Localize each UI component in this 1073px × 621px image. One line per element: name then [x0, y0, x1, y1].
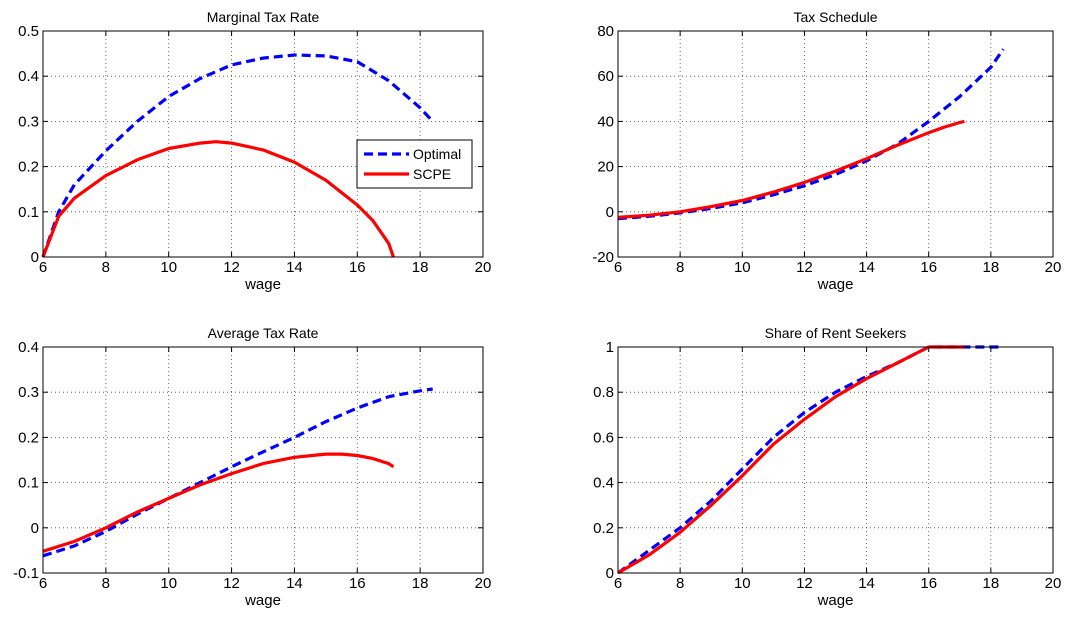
x-tick-label: 12 [796, 259, 813, 276]
x-tick-label: 8 [102, 259, 110, 276]
x-tick-label: 14 [286, 575, 303, 592]
x-tick-label: 6 [39, 575, 47, 592]
x-tick-label: 18 [412, 259, 429, 276]
x-tick-label: 8 [102, 575, 110, 592]
y-tick-label: 0.2 [593, 520, 614, 537]
x-tick-label: 18 [983, 575, 1000, 592]
x-tick-label: 10 [734, 575, 751, 592]
x-tick-label: 16 [349, 259, 366, 276]
x-tick-label: 14 [286, 259, 303, 276]
x-axis-label: wage [244, 276, 281, 293]
y-tick-label: 0.3 [18, 384, 39, 401]
y-tick-label: 0.4 [593, 475, 614, 492]
x-tick-label: 20 [475, 259, 492, 276]
y-tick-label: 0.6 [593, 429, 614, 446]
legend: Optimal SCPE [356, 139, 473, 189]
x-tick-label: 20 [1045, 259, 1062, 276]
chart-title: Marginal Tax Rate [207, 9, 320, 25]
series-line-scpe [617, 345, 965, 575]
y-tick-label: 80 [597, 23, 614, 40]
x-tick-label: 6 [614, 575, 622, 592]
series-line-scpe [41, 140, 395, 258]
y-tick-label: 0 [31, 249, 39, 266]
y-tick-label: 60 [597, 68, 614, 85]
axes-box [42, 346, 484, 574]
y-tick-label: 1 [606, 339, 614, 356]
y-tick-label: 0 [606, 565, 614, 582]
legend-box [356, 139, 473, 189]
x-tick-label: 10 [160, 575, 177, 592]
y-tick-label: 0.2 [18, 159, 39, 176]
x-tick-label: 16 [920, 259, 937, 276]
series-line-optimal [617, 345, 1004, 575]
y-tick-label: 0.4 [18, 339, 39, 356]
series-line-scpe [617, 119, 965, 219]
chart-panel-2: 6 8 10 12 14 16 18 20 -20 0 20 40 60 80 Tax Schedule wa… [592, 9, 1061, 293]
y-tick-label: -20 [592, 249, 614, 266]
x-axis-label: wage [817, 276, 854, 293]
axes-box [42, 30, 484, 258]
x-tick-label: 6 [39, 259, 47, 276]
y-tick-label: 0.4 [18, 68, 39, 85]
legend-label-scpe: SCPE [413, 166, 451, 182]
y-tick-label: 0.1 [18, 475, 39, 492]
y-tick-label: -0.1 [13, 565, 39, 582]
x-axis-label: wage [817, 592, 854, 609]
x-tick-label: 16 [920, 575, 937, 592]
x-tick-label: 14 [858, 575, 875, 592]
x-tick-label: 10 [734, 259, 751, 276]
y-tick-label: 0 [606, 204, 614, 221]
series-line-optimal [617, 48, 1005, 221]
x-tick-label: 20 [1045, 575, 1062, 592]
x-tick-label: 12 [223, 259, 240, 276]
y-tick-label: 0.1 [18, 204, 39, 221]
series-line-scpe [42, 452, 395, 553]
x-tick-label: 12 [796, 575, 813, 592]
y-tick-label: 40 [597, 113, 614, 130]
y-tick-label: 0.2 [18, 429, 39, 446]
axes-box [617, 30, 1054, 258]
x-tick-label: 12 [223, 575, 240, 592]
legend-label-optimal: Optimal [413, 146, 461, 162]
x-axis-label: wage [244, 592, 281, 609]
y-tick-label: 20 [597, 159, 614, 176]
x-tick-label: 18 [983, 259, 1000, 276]
series-line-optimal [42, 387, 433, 558]
chart-title: Share of Rent Seekers [765, 325, 907, 341]
y-tick-label: 0.3 [18, 113, 39, 130]
chart-panel-3: 6 8 10 12 14 16 18 20 -0.1 0 0.1 0.2 0.3 0.4 Average T… [13, 325, 491, 609]
x-tick-label: 6 [614, 259, 622, 276]
x-tick-label: 18 [412, 575, 429, 592]
x-tick-label: 20 [475, 575, 492, 592]
chart-title: Average Tax Rate [208, 325, 319, 341]
axes-box [617, 346, 1054, 574]
x-tick-label: 14 [858, 259, 875, 276]
chart-title: Tax Schedule [793, 9, 877, 25]
chart-panel-4: 6 8 10 12 14 16 18 20 0 0.2 0.4 0.6 0.8 1 Share of Ren… [593, 325, 1061, 609]
x-tick-label: 16 [349, 575, 366, 592]
x-tick-label: 8 [676, 259, 684, 276]
x-tick-label: 10 [160, 259, 177, 276]
x-tick-label: 8 [676, 575, 684, 592]
chart-panel-1: 6 8 10 12 14 16 18 20 0 0.1 0.2 0.3 0.4 0.5 Marginal T… [18, 9, 491, 293]
y-tick-label: 0.5 [18, 23, 39, 40]
y-tick-label: 0 [31, 520, 39, 537]
y-tick-label: 0.8 [593, 384, 614, 401]
